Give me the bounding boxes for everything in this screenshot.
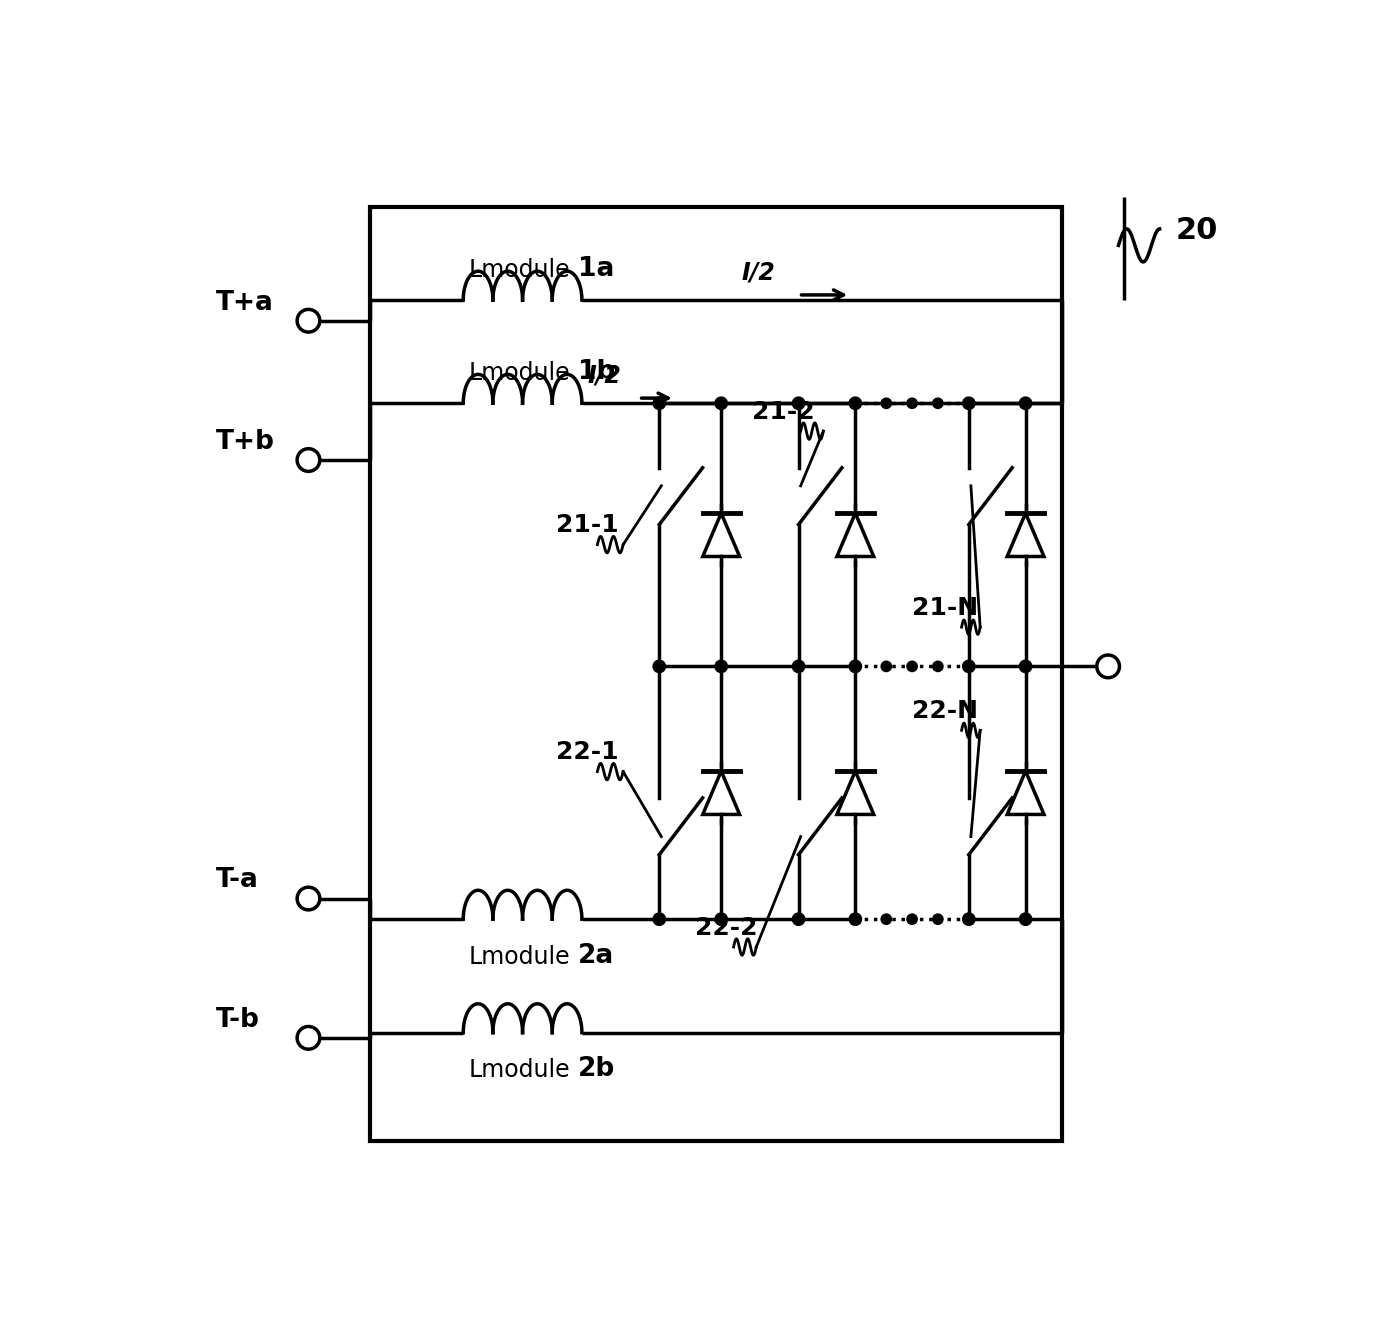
Circle shape	[792, 661, 804, 673]
Circle shape	[850, 913, 862, 926]
Circle shape	[653, 397, 665, 410]
Circle shape	[792, 913, 804, 926]
Text: 22-1: 22-1	[556, 741, 618, 764]
Circle shape	[881, 661, 891, 671]
Text: 22-2: 22-2	[695, 915, 757, 939]
Text: 2a: 2a	[578, 943, 614, 969]
Circle shape	[653, 661, 665, 673]
Circle shape	[907, 914, 917, 925]
FancyBboxPatch shape	[370, 208, 1062, 1142]
Text: 21-2: 21-2	[752, 399, 815, 423]
Text: 20: 20	[1175, 216, 1217, 245]
Circle shape	[792, 397, 804, 410]
Circle shape	[850, 397, 862, 410]
Text: Lmodule: Lmodule	[468, 257, 570, 281]
Text: 2b: 2b	[578, 1056, 616, 1083]
Text: T+b: T+b	[216, 429, 274, 454]
Text: 1b: 1b	[578, 359, 616, 385]
Circle shape	[1019, 661, 1031, 673]
Text: I/2: I/2	[742, 260, 775, 284]
Circle shape	[963, 913, 975, 926]
Text: T-b: T-b	[216, 1006, 259, 1033]
Circle shape	[1096, 655, 1120, 678]
Text: 22-N: 22-N	[912, 699, 978, 724]
Circle shape	[963, 661, 975, 673]
Text: Lmodule: Lmodule	[468, 1059, 570, 1083]
Circle shape	[932, 914, 943, 925]
Text: 1a: 1a	[578, 256, 614, 281]
Circle shape	[715, 913, 727, 926]
Circle shape	[907, 661, 917, 671]
Circle shape	[932, 661, 943, 671]
Circle shape	[715, 397, 727, 410]
Text: T+a: T+a	[216, 289, 274, 315]
Circle shape	[1019, 397, 1031, 410]
Circle shape	[297, 887, 319, 910]
Text: 21-1: 21-1	[556, 513, 618, 537]
Text: I/2: I/2	[587, 363, 621, 387]
Text: 21-N: 21-N	[912, 596, 978, 620]
Circle shape	[297, 1026, 319, 1049]
Circle shape	[850, 661, 862, 673]
Circle shape	[907, 398, 917, 409]
Circle shape	[297, 449, 319, 472]
Text: T-a: T-a	[216, 867, 259, 894]
Text: Lmodule: Lmodule	[468, 945, 570, 969]
Text: Lmodule: Lmodule	[468, 360, 570, 385]
Circle shape	[932, 398, 943, 409]
Circle shape	[715, 661, 727, 673]
Circle shape	[653, 913, 665, 926]
Circle shape	[963, 397, 975, 410]
Circle shape	[297, 310, 319, 332]
Circle shape	[881, 914, 891, 925]
Circle shape	[1019, 913, 1031, 926]
Circle shape	[881, 398, 891, 409]
